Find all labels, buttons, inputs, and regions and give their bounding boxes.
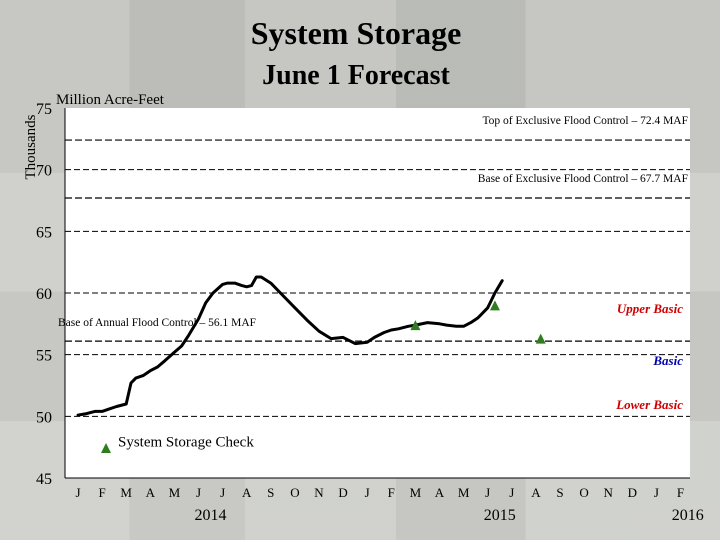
x-axis-years: 2014 2015 2016: [195, 507, 704, 524]
x-tick-label: J: [196, 485, 201, 500]
zone-label: Lower Basic: [615, 397, 683, 412]
x-tick-label: F: [677, 485, 684, 500]
y-tick-label: 45: [36, 471, 52, 488]
y-unit-label: Million Acre-Feet: [56, 92, 165, 108]
x-tick-label: A: [146, 485, 156, 500]
storage-check-marker: [410, 320, 421, 331]
zone-label: Basic: [652, 353, 683, 368]
x-tick-label: D: [628, 485, 637, 500]
x-tick-label: J: [220, 485, 225, 500]
reference-lines: Top of Exclusive Flood Control – 72.4 MA…: [58, 115, 690, 342]
y-tick-label: 65: [36, 224, 52, 241]
x-tick-label: J: [654, 485, 659, 500]
x-tick-label: J: [485, 485, 490, 500]
x-tick-label: J: [365, 485, 370, 500]
check-points: [410, 300, 546, 344]
x-tick-label: N: [314, 485, 324, 500]
x-tick-label: O: [290, 485, 299, 500]
x-tick-label: M: [458, 485, 470, 500]
y-axis-label: Thousands: [23, 114, 39, 179]
x-tick-label: A: [531, 485, 541, 500]
y-axis-ticks: 45 50 55 60 65 70 75: [36, 101, 52, 488]
gridlines: [64, 108, 690, 478]
x-tick-label: J: [509, 485, 514, 500]
reference-line-label: Base of Annual Flood Control – 56.1 MAF: [58, 317, 256, 329]
y-tick-label: 60: [36, 286, 52, 303]
reference-line-label: Top of Exclusive Flood Control – 72.4 MA…: [482, 115, 688, 127]
storage-series-line: [76, 275, 504, 417]
x-year-label: 2015: [484, 507, 516, 524]
zone-labels: Upper Basic Basic Lower Basic: [615, 301, 683, 412]
x-tick-label: S: [556, 485, 563, 500]
y-tick-label: 50: [36, 409, 52, 426]
plot-area: Top of Exclusive Flood Control – 72.4 MA…: [58, 108, 690, 478]
x-tick-label: S: [267, 485, 274, 500]
legend: System Storage Check: [101, 434, 254, 453]
x-tick-label: M: [410, 485, 422, 500]
x-tick-label: F: [98, 485, 105, 500]
chart-subtitle: June 1 Forecast: [262, 60, 450, 91]
x-tick-label: N: [604, 485, 614, 500]
x-year-label: 2014: [195, 507, 227, 524]
reference-line-label: Base of Exclusive Flood Control – 67.7 M…: [478, 173, 688, 185]
x-tick-label: M: [120, 485, 132, 500]
zone-label: Upper Basic: [617, 301, 683, 316]
series-layer: [76, 275, 504, 417]
x-tick-label: J: [75, 485, 80, 500]
x-year-label: 2016: [672, 507, 704, 524]
y-tick-label: 70: [36, 163, 52, 180]
y-tick-label: 55: [36, 348, 52, 365]
legend-label: System Storage Check: [118, 434, 254, 450]
x-tick-label: A: [435, 485, 445, 500]
storage-check-marker: [535, 333, 546, 344]
chart-title: System Storage: [251, 15, 462, 51]
legend-marker: [101, 443, 111, 453]
storage-check-marker: [489, 300, 500, 311]
x-tick-label: D: [338, 485, 347, 500]
x-tick-label: O: [579, 485, 588, 500]
y-tick-label: 75: [36, 101, 52, 118]
x-tick-label: A: [242, 485, 252, 500]
x-tick-label: F: [388, 485, 395, 500]
x-tick-label: M: [169, 485, 181, 500]
